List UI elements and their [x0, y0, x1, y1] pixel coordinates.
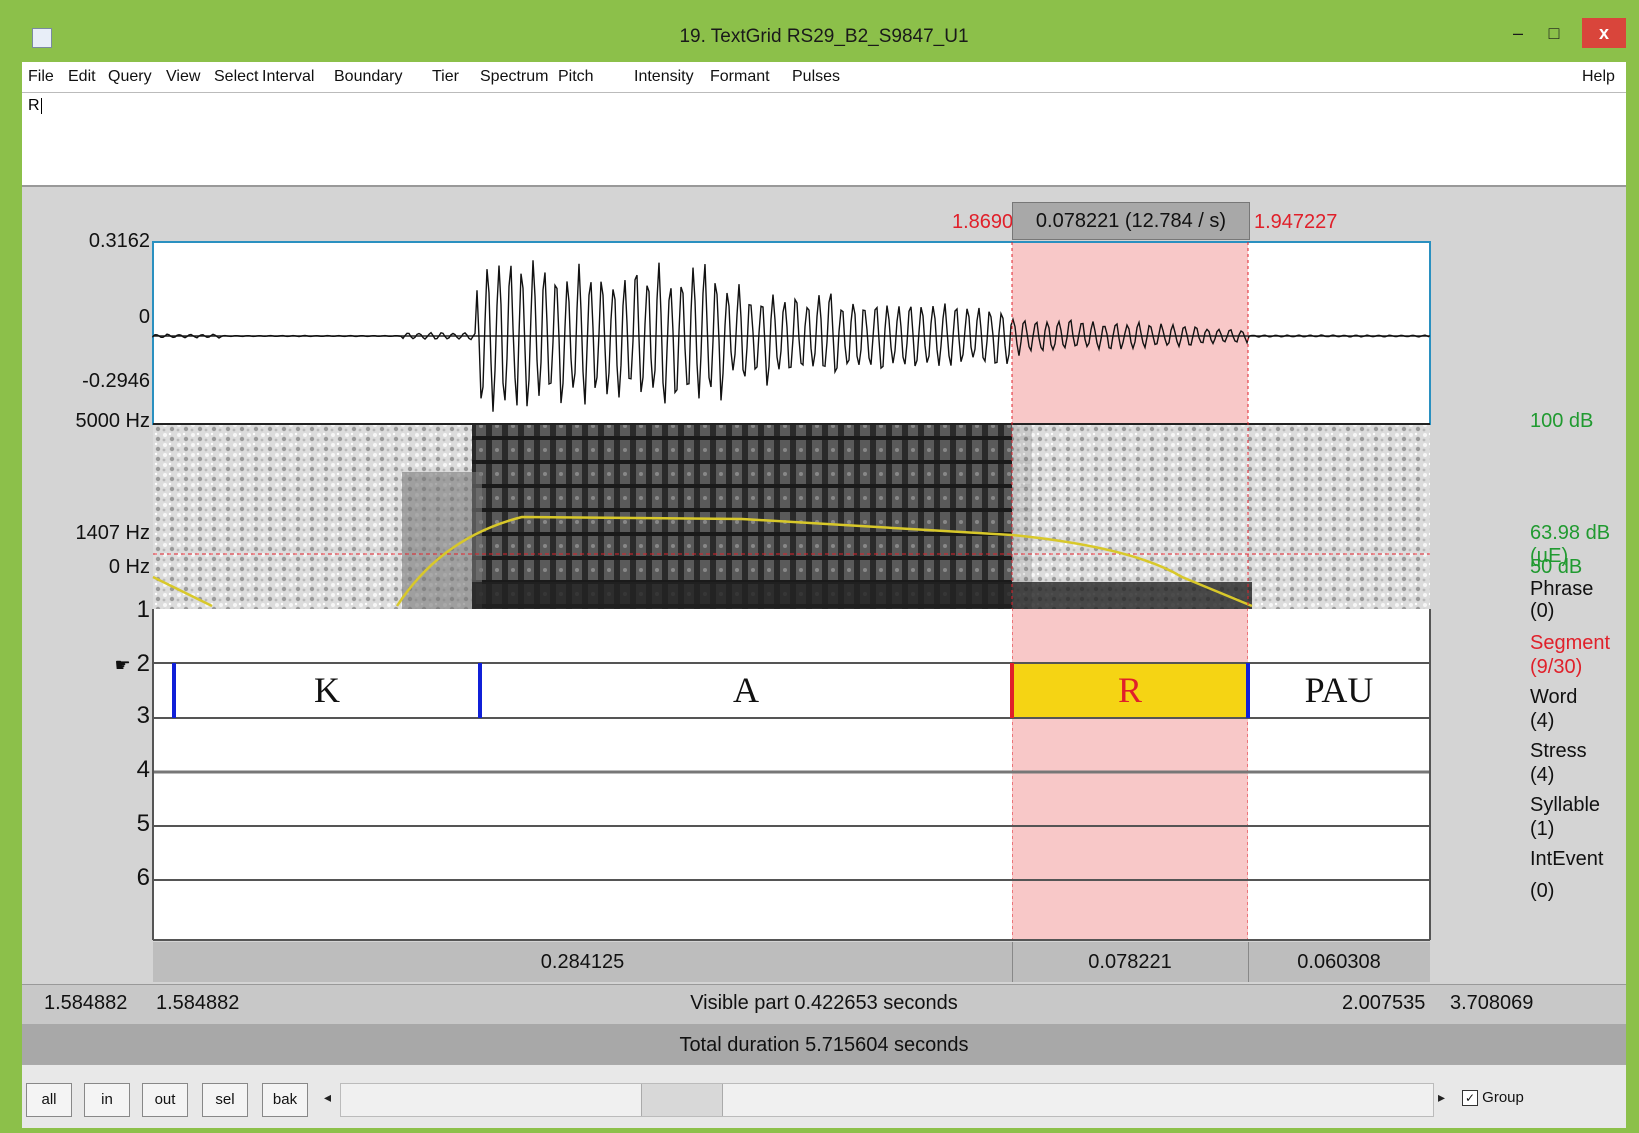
minimize-button[interactable]: – — [1512, 23, 1523, 43]
menu-tier[interactable]: Tier — [432, 68, 459, 85]
selection-highlight — [1012, 242, 1248, 940]
checkmark-icon: ✓ — [1462, 1090, 1478, 1107]
close-button[interactable]: x — [1582, 18, 1626, 48]
menu-intensity[interactable]: Intensity — [634, 68, 694, 85]
tier-name-4[interactable]: Stress — [1530, 740, 1587, 762]
duration-before-selection[interactable]: 0.284125 — [153, 942, 1013, 982]
spectrogram-top-label: 5000 Hz — [75, 410, 151, 432]
menu-pulses[interactable]: Pulses — [792, 68, 841, 85]
tier-count-1: (0) — [1530, 600, 1555, 622]
visible-part-label[interactable]: Visible part 0.422653 seconds — [690, 992, 958, 1014]
tier-number-1[interactable]: 1 — [136, 596, 150, 623]
tier-count-6: (0) — [1530, 880, 1555, 902]
menu-select[interactable]: Select — [214, 68, 259, 85]
menu-spectrum[interactable]: Spectrum — [480, 68, 549, 85]
duration-selection[interactable]: 0.078221 — [1012, 942, 1249, 982]
zoom-all-button[interactable]: all — [26, 1083, 72, 1117]
menu-edit[interactable]: Edit — [68, 68, 96, 85]
db-cursor-label: 63.98 dB (µE) — [1530, 522, 1611, 567]
tier-count-5: (1) — [1530, 818, 1555, 840]
pitch-contour — [152, 515, 1253, 608]
menu-boundary[interactable]: Boundary — [334, 68, 403, 85]
zoom-sel-button[interactable]: sel — [202, 1083, 248, 1117]
title-bar[interactable]: 19. TextGrid RS29_B2_S9847_U1 – □ x — [22, 12, 1626, 62]
spectrogram-panel — [153, 425, 1430, 609]
zoom-toolbar: all in out sel bak ◂ ▸ ✓ Group — [22, 1064, 1626, 1128]
duration-after-selection[interactable]: 0.060308 — [1297, 951, 1381, 973]
tier-number-5[interactable]: 5 — [136, 810, 150, 837]
menu-file[interactable]: File — [28, 68, 54, 85]
tier-name-6[interactable]: IntEvent — [1530, 848, 1604, 870]
segment-interval-r[interactable]: R — [1117, 670, 1142, 710]
text-caret — [40, 97, 42, 114]
total-duration-bar[interactable] — [22, 1024, 1626, 1064]
tier-name-3[interactable]: Word — [1530, 686, 1578, 708]
zoom-back-button[interactable]: bak — [262, 1083, 308, 1117]
spectrogram-bottom-label: 0 Hz — [108, 556, 150, 578]
horizontal-scrollbar[interactable] — [340, 1083, 1434, 1117]
tier-number-3[interactable]: 3 — [136, 702, 150, 729]
app-icon — [32, 28, 52, 48]
praat-textgrid-window: 19. TextGrid RS29_B2_S9847_U1 – □ x File… — [22, 12, 1626, 1128]
group-label: Group — [1482, 1089, 1524, 1106]
menu-bar: File Edit Query View Select Interval Boundary T… — [22, 62, 1626, 93]
tier-number-2[interactable]: ☛ 2 — [114, 650, 151, 677]
pointing-hand-icon: ☛ — [114, 655, 131, 675]
group-checkbox[interactable]: ✓ Group — [1462, 1089, 1524, 1107]
menu-items: File Edit Query View Select Interval Boundary T… — [22, 62, 1626, 92]
menu-interval[interactable]: Interval — [262, 68, 315, 85]
interval-text-field[interactable]: R — [22, 93, 1626, 187]
waveform-trace — [152, 260, 1430, 412]
tier-name-2[interactable]: Segment — [1530, 632, 1611, 654]
segment-interval-a[interactable]: A — [733, 670, 759, 710]
time-left-outer[interactable]: 1.584882 — [44, 992, 128, 1014]
waveform-min-label: -0.2946 — [82, 370, 150, 392]
time-left-visible[interactable]: 1.584882 — [156, 992, 240, 1014]
selection-duration-box[interactable]: 0.078221 (12.784 / s) — [1012, 202, 1250, 240]
db-bottom-label: 50 dB — [1530, 556, 1583, 578]
time-row — [22, 984, 1626, 1025]
menu-formant[interactable]: Formant — [710, 68, 770, 85]
waveform-max-label: 0.3162 — [88, 230, 150, 252]
tier-count-2: (9/30) — [1530, 656, 1583, 678]
tier-name-1[interactable]: Phrase — [1530, 578, 1594, 600]
scrollbar-thumb[interactable] — [641, 1084, 723, 1116]
zoom-out-button[interactable]: out — [142, 1083, 188, 1117]
menu-view[interactable]: View — [166, 68, 201, 85]
scroll-right-icon[interactable]: ▸ — [1438, 1089, 1446, 1105]
selection-end-time: 1.947227 — [1254, 211, 1338, 233]
selection-duration: 0.078221 (12.784 / s) — [1035, 210, 1227, 232]
menu-pitch[interactable]: Pitch — [558, 68, 594, 85]
time-right-outer[interactable]: 3.708069 — [1450, 992, 1534, 1014]
spectrogram-cursor-label: 1407 Hz — [75, 522, 151, 544]
textgrid-tiers — [152, 609, 1431, 941]
total-duration-label[interactable]: Total duration 5.715604 seconds — [679, 1034, 969, 1056]
zoom-in-button[interactable]: in — [84, 1083, 130, 1117]
time-right-visible[interactable]: 2.007535 — [1342, 992, 1426, 1014]
tier-name-5[interactable]: Syllable — [1530, 794, 1601, 816]
tier-count-4: (4) — [1530, 764, 1555, 786]
db-top-label: 100 dB — [1530, 410, 1594, 432]
tier-number-4[interactable]: 4 — [136, 756, 150, 783]
menu-help[interactable]: Help — [1582, 68, 1615, 85]
menu-query[interactable]: Query — [108, 68, 152, 85]
voiced-region — [472, 425, 1032, 609]
maximize-button[interactable]: □ — [1548, 23, 1560, 43]
duration-row — [153, 942, 1430, 982]
tier-number-6[interactable]: 6 — [136, 864, 150, 891]
segment-interval-pau[interactable]: PAU — [1304, 670, 1374, 710]
waveform-panel — [153, 242, 1430, 424]
interval-text-value[interactable]: R — [28, 97, 42, 114]
window-title: 19. TextGrid RS29_B2_S9847_U1 — [679, 26, 969, 47]
tier-count-3: (4) — [1530, 710, 1555, 732]
scroll-left-icon[interactable]: ◂ — [324, 1089, 332, 1105]
waveform-zero-label: 0 — [138, 306, 150, 328]
segment-interval-k[interactable]: K — [314, 670, 340, 710]
